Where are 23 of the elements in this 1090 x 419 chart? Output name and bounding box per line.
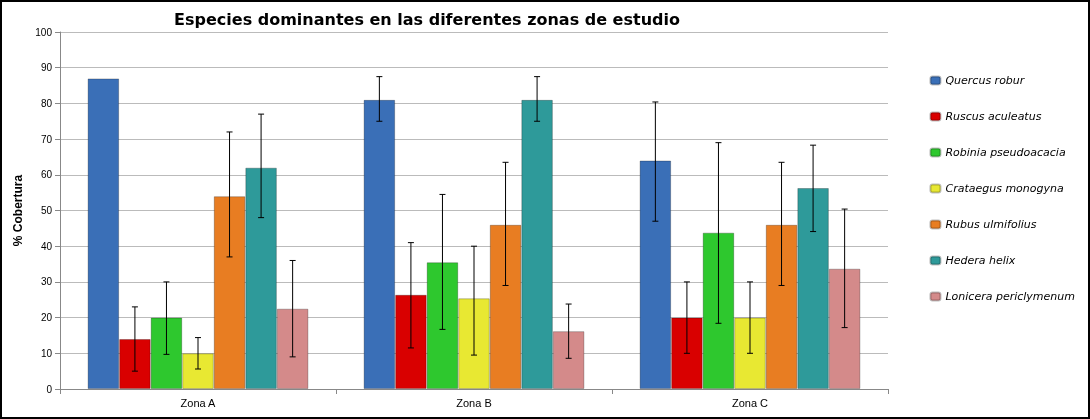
y-tick-label: 30 [40,276,53,288]
legend-label: Ruscus aculeatus [945,110,1042,123]
y-tick-label: 40 [40,240,53,252]
y-tick-label: 80 [40,97,53,109]
legend-label: Hedera helix [945,254,1016,267]
legend-label: Crataegus monogyna [945,182,1065,195]
y-tick-label: 100 [35,26,53,38]
chart-title: Especies dominantes en las diferentes zonas de estudio [174,9,680,29]
y-tick-label: 20 [40,312,53,324]
x-tick-label: Zona C [731,396,769,409]
legend-label: Quercus robur [945,74,1026,87]
x-tick-label: Zona A [180,396,217,409]
y-tick-label: 10 [40,347,53,359]
legend-label: Lonicera periclymenum [945,290,1075,303]
y-tick-label: 50 [40,205,53,216]
legend-label: Rubus ulmifolius [945,218,1037,231]
y-tick-label: 60 [40,169,53,181]
legend-label: Robinia pseudoacacia [945,146,1066,159]
y-tick-label: 90 [40,62,53,74]
y-axis-title: % Cobertura [11,174,26,247]
x-tick-label: Zona B [456,396,492,409]
y-tick-label: 0 [46,383,53,395]
y-tick-label: 70 [40,133,53,145]
